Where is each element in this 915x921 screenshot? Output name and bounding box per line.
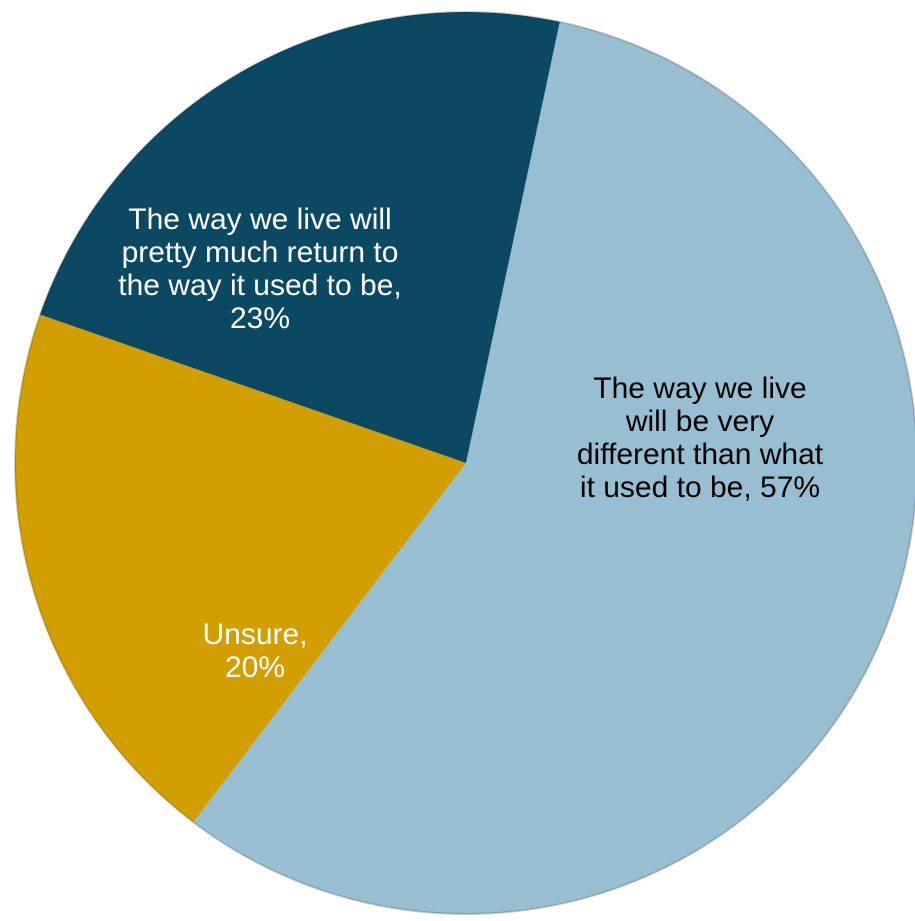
slice-label-unsure: Unsure, 20% <box>202 618 308 684</box>
pie-outline <box>14 11 915 915</box>
slice-very-different <box>193 21 915 914</box>
slice-label-very-different: The way we live will be very different t… <box>576 372 824 504</box>
slice-unsure <box>15 314 466 823</box>
slice-label-return-to-normal: The way we live will pretty much return … <box>118 203 402 335</box>
slice-return-to-normal <box>40 12 560 463</box>
pie-slices <box>14 11 915 915</box>
